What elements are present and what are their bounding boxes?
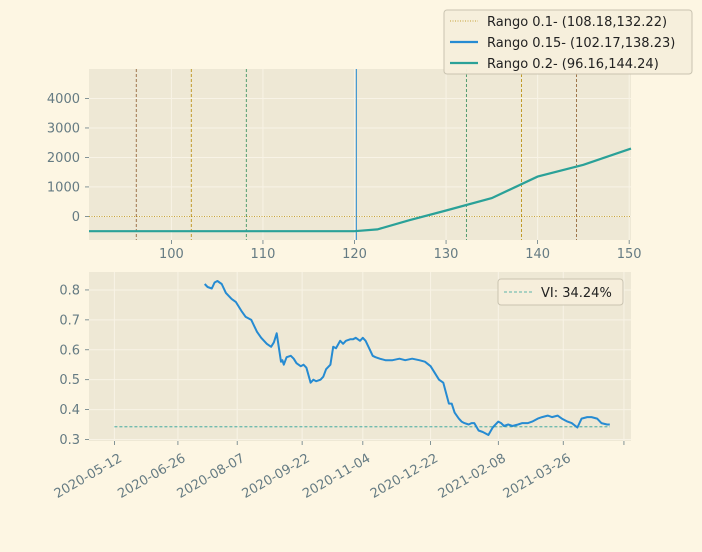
payoff-chart: 100 110 120 130 140 150 0 1000 2000 3000 4000 xyxy=(47,69,642,262)
y-tick-label: 1000 xyxy=(47,180,80,195)
legend-box xyxy=(497,278,624,306)
x-tick-label: 120 xyxy=(342,247,367,262)
y-tick-label: 0.5 xyxy=(59,373,80,388)
y-tick-label: 0.6 xyxy=(59,343,80,358)
legend-label: Rango 0.15- (102.17,138.23) xyxy=(487,36,675,51)
volatility-series-line xyxy=(203,280,610,436)
y-tick-label: 0 xyxy=(72,210,80,225)
y-tick-label: 0.7 xyxy=(59,313,80,328)
legend-label: Rango 0.2- (96.16,144.24) xyxy=(487,57,659,72)
volatility-legend: VI: 34.24% xyxy=(497,278,624,306)
x-tick-label: 100 xyxy=(159,247,184,262)
x-tick-label: 150 xyxy=(617,247,642,262)
x-tick-label: 110 xyxy=(251,247,276,262)
y-tick-label: 0.8 xyxy=(59,283,80,298)
y-tick-label: 3000 xyxy=(47,121,80,136)
legend-box xyxy=(443,9,693,75)
y-tick-label: 0.3 xyxy=(59,433,80,448)
x-tick-label: 130 xyxy=(434,247,459,262)
payoff-legend: Rango 0.1- (108.18,132.22) Rango 0.15- (1… xyxy=(443,9,693,75)
x-tick-label: 140 xyxy=(525,247,550,262)
y-tick-label: 2000 xyxy=(47,151,80,166)
series-line xyxy=(89,147,632,233)
legend-label: Rango 0.1- (108.18,132.22) xyxy=(487,15,667,30)
y-tick-label: 4000 xyxy=(47,92,80,107)
plot-area xyxy=(89,69,631,240)
legend-label: VI: 34.24% xyxy=(541,286,612,301)
y-tick-label: 0.4 xyxy=(59,403,80,418)
